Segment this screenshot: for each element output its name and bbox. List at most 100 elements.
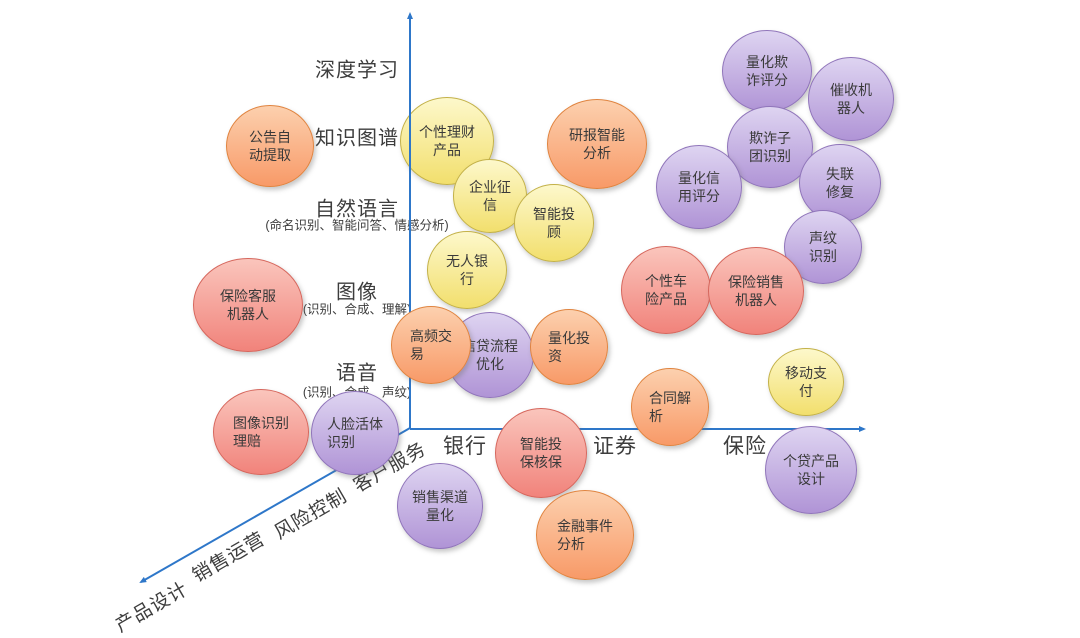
bubble-label-line: 团识别 (749, 148, 791, 164)
bubble-label-line: 资 (548, 348, 562, 364)
bubble-label-line: 智能投 (533, 205, 575, 222)
bubble-label-line: 机器人 (227, 306, 269, 322)
bubble-label-line: 信贷流程 (462, 337, 518, 354)
bubble-lost-contact-repair: 失联 修复 (799, 144, 881, 222)
bubble-label: 高频交易 (410, 327, 452, 363)
bubble-label: 欺诈子 团识别 (749, 129, 791, 165)
bubble-label-line: 设计 (797, 471, 825, 487)
bubble-label-line: 声纹 (809, 229, 837, 246)
bubble-announcement-auto-extraction: 公告自 动提取 (226, 105, 314, 187)
bubble-label-line: 分析 (583, 145, 611, 161)
bubble-label: 催收机 器人 (830, 81, 872, 117)
bubble-label: 企业征信 (469, 178, 511, 214)
bubble-label: 信贷流程 优化 (462, 337, 518, 373)
tech-axis-sublabel: (识别、合成、理解) (302, 302, 412, 317)
bubble-label-line: 易 (410, 346, 424, 362)
bubble-label: 移动支付 (785, 364, 827, 400)
bubble-enterprise-credit: 企业征信 (453, 159, 527, 233)
bubble-label-line: 产品 (433, 142, 461, 158)
tech-axis-label: 知识图谱 (315, 127, 399, 150)
bubble-label-line: 公告自 (249, 128, 291, 145)
bubble-label-line: 用评分 (678, 188, 720, 204)
bubble-label-line: 析 (649, 408, 663, 424)
bubble-label-line: 修复 (826, 184, 854, 200)
bubble-quant-fraud-score: 量化欺 诈评分 (722, 30, 812, 112)
bubble-label-line: 机器人 (735, 292, 777, 308)
bubble-label: 个贷产品 设计 (783, 452, 839, 488)
bubble-fraud-ring-detection: 欺诈子 团识别 (727, 106, 813, 188)
bubble-collection-robot: 催收机 器人 (808, 57, 894, 141)
bubble-label-line: 信 (483, 197, 497, 213)
bubble-label-line: 付 (799, 383, 813, 399)
bubble-label-line: 合同解 (649, 389, 691, 406)
bubble-mobile-payment: 移动支付 (768, 348, 844, 416)
bubble-label-line: 量化 (426, 507, 454, 523)
bubble-label: 公告自 动提取 (249, 128, 291, 164)
bubble-label: 智能投 保核保 (520, 435, 562, 471)
bubble-label: 保险客服 机器人 (220, 287, 276, 323)
bubble-label-line: 器人 (837, 100, 865, 116)
bubble-label-line: 销售渠道 (412, 488, 468, 505)
bubble-label: 研报智能 分析 (569, 126, 625, 162)
bubble-robo-advisor: 智能投顾 (514, 184, 594, 262)
bubble-label-line: 移动支 (785, 364, 827, 381)
bubble-label: 人脸活体 识别 (327, 415, 383, 451)
tech-axis-label: 图像 (336, 281, 378, 304)
bubble-label: 个性车 险产品 (645, 272, 687, 308)
bubble-label: 无人银行 (446, 252, 488, 288)
bubble-label-line: 识别 (327, 434, 355, 450)
bubble-label-line: 诈评分 (746, 72, 788, 88)
industry-axis-label: 银行 (443, 435, 487, 458)
bubble-label: 个性理财 产品 (419, 123, 475, 159)
bubble-label: 量化欺 诈评分 (746, 53, 788, 89)
tech-axis-label: 深度学习 (315, 59, 399, 82)
bubble-financial-event-analysis: 金融事件 分析 (536, 490, 634, 580)
bubble-label-line: 理赔 (233, 433, 261, 449)
bubble-label: 保险销售 机器人 (728, 273, 784, 309)
bubble-label-line: 欺诈子 (749, 129, 791, 146)
bubble-label-line: 量化信 (678, 169, 720, 186)
bubble-unmanned-bank: 无人银行 (427, 231, 507, 309)
bubble-label: 失联 修复 (826, 165, 854, 201)
bubble-personal-loan-product-design: 个贷产品 设计 (765, 426, 857, 514)
bubble-label-line: 保险销售 (728, 273, 784, 290)
bubble-label: 图像识别 理赔 (233, 414, 289, 450)
bubble-label-line: 个性理财 (419, 123, 475, 140)
bubble-insurance-sales-robot: 保险销售 机器人 (708, 247, 804, 335)
bubble-label-line: 险产品 (645, 291, 687, 307)
bubble-label-line: 保核保 (520, 454, 562, 470)
tech-axis-label: 自然语言 (315, 198, 399, 221)
bubble-label-line: 识别 (809, 248, 837, 264)
bubble-label-line: 优化 (476, 356, 504, 372)
bubble-label-line: 量化欺 (746, 53, 788, 70)
bubble-label-line: 量化投 (548, 329, 590, 346)
bubble-label-line: 个贷产品 (783, 452, 839, 469)
bubble-label-line: 无人银 (446, 252, 488, 269)
bubble-label-line: 智能投 (520, 435, 562, 452)
bubble-face-liveness-detection: 人脸活体 识别 (311, 391, 399, 475)
bubble-label-line: 企业征 (469, 178, 511, 195)
bubble-label-line: 催收机 (830, 81, 872, 98)
tech-axis-label: 语音 (336, 362, 378, 385)
bubble-label-line: 金融事件 (557, 517, 613, 534)
bubble-quant-credit-score: 量化信 用评分 (656, 145, 742, 229)
bubble-contract-parsing: 合同解析 (631, 368, 709, 446)
bubble-label: 声纹 识别 (809, 229, 837, 265)
bubble-label-line: 高频交 (410, 327, 452, 344)
bubble-label: 销售渠道 量化 (412, 488, 468, 524)
bubble-label: 智能投顾 (533, 205, 575, 241)
industry-axis-label: 证券 (593, 435, 637, 458)
bubble-label: 量化投资 (548, 329, 590, 365)
bubble-label-line: 顾 (547, 224, 561, 240)
bubble-high-frequency-trading: 高频交易 (391, 306, 471, 384)
bubble-label-line: 人脸活体 (327, 415, 383, 432)
bubble-label-line: 行 (460, 271, 474, 287)
bubble-label-line: 分析 (557, 536, 585, 552)
bubble-insurance-service-robot: 保险客服 机器人 (193, 258, 303, 352)
bubble-label-line: 个性车 (645, 272, 687, 289)
bubble-label-line: 失联 (826, 165, 854, 182)
bubble-sales-channel-quantification: 销售渠道 量化 (397, 463, 483, 549)
